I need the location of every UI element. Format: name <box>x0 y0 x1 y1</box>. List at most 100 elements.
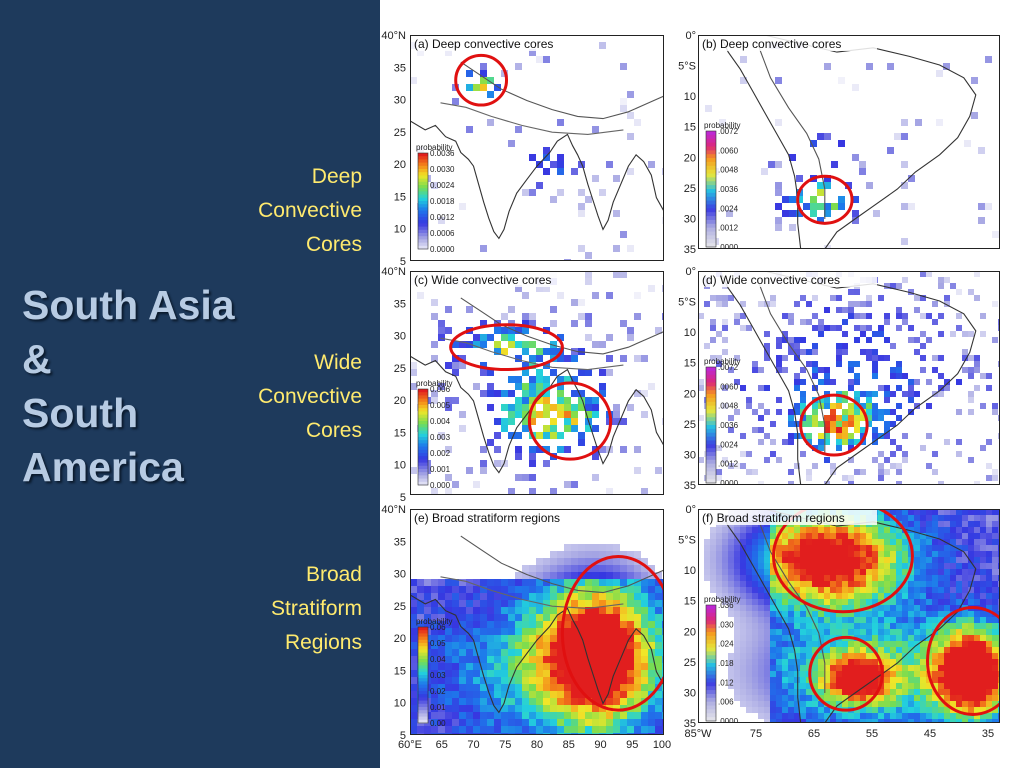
row-label-broad-stratiform: Broad Stratiform Regions <box>271 558 362 660</box>
coastline <box>757 45 826 219</box>
colorbar-tick-label: 0.0024 <box>430 181 455 190</box>
colorbar-tick-label: .030 <box>718 620 734 629</box>
y-tick-label: 35 <box>394 298 406 310</box>
map-panel-f: probability.036 .030 .024 .018 .012 .006 .0000… <box>698 509 1000 723</box>
title-panel <box>0 0 380 768</box>
x-tick-label: 75 <box>499 739 511 751</box>
coastline <box>440 337 624 371</box>
colorbar-tick-label: .0060 <box>718 382 739 391</box>
x-tick-label: 65 <box>436 739 448 751</box>
y-tick-label: 40°N <box>381 504 406 516</box>
y-tick-label: 10 <box>394 224 406 236</box>
y-tick-label: 35 <box>684 480 696 492</box>
y-tick-label: 25 <box>394 601 406 613</box>
colorbar-tick-label: 0.0030 <box>430 165 455 174</box>
colorbar-tick-label: 0.00 <box>430 719 446 728</box>
highlight-circle <box>796 174 854 225</box>
y-tick-label: 15 <box>394 665 406 677</box>
y-tick-label: 40°N <box>381 30 406 42</box>
y-tick-label: 0° <box>685 30 696 42</box>
row-label-line: Wide <box>314 351 362 374</box>
y-tick-label: 30 <box>684 213 696 225</box>
colorbar-tick-label: 0.0000 <box>430 245 455 254</box>
colorbar-tick-label: .018 <box>718 659 734 668</box>
colorbar-title: probability <box>416 379 452 388</box>
colorbar-tick-label: .0024 <box>718 204 739 213</box>
highlight-circle <box>772 509 914 614</box>
colorbar: probability.0072 .0060 .0048 .0036 .0024 .001… <box>704 121 740 249</box>
row-label-line: Broad <box>305 563 362 586</box>
y-tick-label: 30 <box>394 95 406 107</box>
x-tick-label: 70 <box>467 739 479 751</box>
highlight-circle <box>560 554 664 712</box>
colorbar-tick-label: .036 <box>718 601 734 610</box>
y-tick-label: 35 <box>394 62 406 74</box>
colorbar-title: probability <box>704 595 740 604</box>
colorbar-title: probability <box>416 143 452 152</box>
colorbar-tick-label: 0.001 <box>430 465 451 474</box>
colorbar-tick-label: .0060 <box>718 146 739 155</box>
y-tick-label: 35 <box>684 718 696 730</box>
highlight-circle <box>926 605 1000 716</box>
y-tick-label: 10 <box>684 565 696 577</box>
highlight-circle <box>808 635 884 712</box>
y-tick-label: 5°S <box>678 535 696 547</box>
probability-field <box>704 509 1000 723</box>
highlight-circle <box>449 323 564 372</box>
y-tick-label: 5 <box>400 492 406 504</box>
coastline <box>757 519 826 693</box>
map-panel-b: probability.0072 .0060 .0048 .0036 .0024 .001… <box>698 35 1000 249</box>
x-tick-label: 45 <box>924 728 936 740</box>
x-tick-label: 65 <box>808 728 820 740</box>
map-frame <box>410 509 664 735</box>
x-tick-label: 85 <box>563 739 575 751</box>
y-axis-ticks: 40°N 35 30 25 20 15 10 5 <box>381 30 406 268</box>
y-axis-ticks: 0° 5°S 10 15 20 25 30 35 <box>678 266 696 492</box>
colorbar-tick-label: 0.004 <box>430 417 451 426</box>
x-tick-label: 55 <box>866 728 878 740</box>
colorbar-tick-label: 0.0018 <box>430 197 455 206</box>
colorbar-tick-label: 0.04 <box>430 655 446 664</box>
y-tick-label: 25 <box>394 363 406 375</box>
y-tick-label: 10 <box>684 327 696 339</box>
coastline <box>410 594 664 714</box>
x-tick-label: 80 <box>531 739 543 751</box>
colorbar-tick-label: .0012 <box>718 224 739 233</box>
colorbar-tick-label: .0048 <box>718 402 739 411</box>
colorbar-title: probability <box>704 121 740 130</box>
y-tick-label: 15 <box>394 191 406 203</box>
x-tick-label: 100 <box>653 739 671 751</box>
colorbar-tick-label: .0024 <box>718 440 739 449</box>
highlight-circle <box>799 393 869 457</box>
title-line: South Asia <box>22 282 235 328</box>
y-tick-label: 15 <box>684 358 696 370</box>
y-tick-label: 20 <box>684 388 696 400</box>
colorbar-title: probability <box>416 617 452 626</box>
colorbar: probability.036 .030 .024 .018 .012 .006 .0000 <box>704 595 740 723</box>
y-tick-label: 0° <box>685 504 696 516</box>
map-panel-d: probability.0072 .0060 .0048 .0036 .0024 .001… <box>698 271 1000 485</box>
y-tick-label: 5 <box>400 256 406 268</box>
colorbar-tick-label: 0.000 <box>430 481 451 490</box>
colorbar-tick-label: 0.006 <box>430 385 451 394</box>
panel-label: (d) Wide convective cores <box>702 273 840 287</box>
y-tick-label: 25 <box>394 127 406 139</box>
row-label-line: Cores <box>305 233 362 256</box>
coastline <box>757 281 826 455</box>
row-label-deep-convective: Deep Convective Cores <box>258 160 362 262</box>
x-tick-label: 75 <box>750 728 762 740</box>
colorbar-tick-label: .012 <box>718 678 734 687</box>
x-tick-label: 90 <box>594 739 606 751</box>
colorbar-title: probability <box>704 357 740 366</box>
coastline <box>460 535 664 594</box>
map-frame <box>410 271 664 495</box>
y-tick-label: 10 <box>684 91 696 103</box>
y-tick-label: 25 <box>684 183 696 195</box>
colorbar-tick-label: .0072 <box>718 127 739 136</box>
y-tick-label: 5°S <box>678 297 696 309</box>
